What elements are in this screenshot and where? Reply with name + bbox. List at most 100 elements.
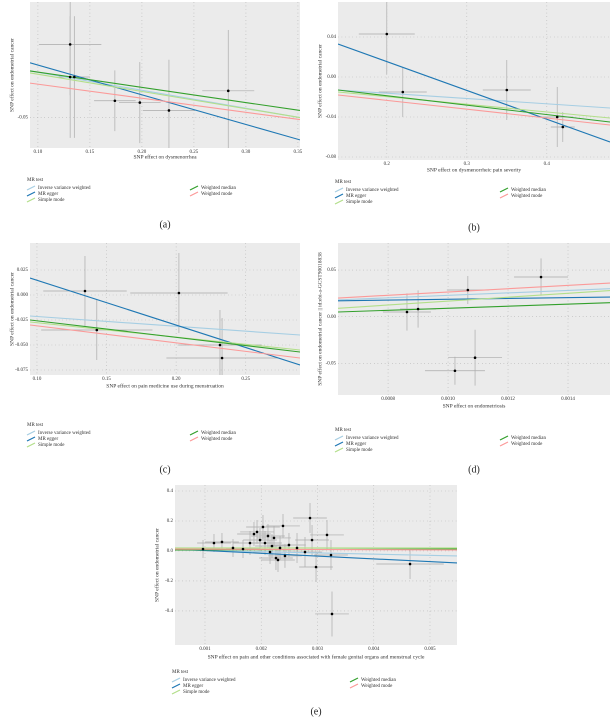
legend-swatch: [26, 436, 36, 442]
x-tick-label: 0.2: [384, 162, 391, 167]
point: [263, 541, 267, 545]
point: [201, 547, 205, 551]
point: [177, 291, 181, 295]
x-axis-label: SNP effect on endometriosis: [443, 402, 506, 409]
legend-label: Weighted mode: [361, 684, 393, 689]
x-tick-label: 0.20: [172, 377, 181, 382]
legend-title: MR test: [172, 670, 189, 675]
mr-line: [338, 89, 610, 109]
plot-area: [338, 258, 610, 386]
legend-label: Weighted median: [511, 188, 547, 193]
y-tick-label: -0.075: [15, 368, 28, 373]
legend-swatch: [334, 435, 344, 441]
legend-swatch: [334, 187, 344, 193]
x-axis-label: SNP effect on pain and other conditions …: [208, 653, 425, 660]
y-tick-label: -0.050: [15, 343, 28, 348]
point: [218, 343, 222, 347]
point: [73, 75, 76, 79]
panel: 0.0008 0.0010 0.0012 0.00140.050.00-0.05SNP…: [316, 243, 610, 475]
x-tick-label: 0.25: [190, 150, 199, 155]
x-tick-label: 0.10: [33, 377, 42, 382]
x-axis-label: SNP effect on dysmenorrhea: [133, 153, 197, 160]
legend-swatch: [499, 193, 509, 199]
x-axis-label: SNP effect on pain medicine use during m…: [106, 382, 224, 389]
legend-label: Inverse variance weighted: [38, 186, 91, 191]
x-tick-label: 0.002: [256, 647, 268, 652]
point: [248, 541, 252, 545]
point: [68, 75, 72, 79]
point: [408, 562, 412, 566]
mr-line: [338, 91, 610, 119]
y-tick-label: 0.2: [167, 519, 174, 524]
y-axis-label: SNP effect on endometrial cancer || id:e…: [316, 252, 323, 386]
plot-background: [30, 2, 300, 148]
panel: 0.10 0.15 0.20 0.25 0.025 0.000 -0.025 -0.050 -0…: [8, 243, 300, 475]
x-tick-label: 0.0008: [381, 397, 395, 402]
y-tick-label: -0.05: [18, 116, 29, 121]
legend-swatch: [499, 435, 509, 441]
legend-swatch: [349, 683, 359, 689]
point: [466, 288, 470, 292]
legend-title: MR test: [27, 178, 44, 183]
legend-swatch: [171, 689, 181, 695]
plot-area: [30, 253, 300, 375]
legend-label: Weighted mode: [201, 192, 233, 197]
point: [314, 565, 318, 569]
mr-line: [30, 324, 300, 359]
legend-swatch: [189, 436, 199, 442]
legend-label: Inverse variance weighted: [38, 431, 91, 436]
x-tick-label: 0.35: [294, 150, 303, 155]
point: [281, 524, 285, 528]
legend-label: Weighted mode: [201, 437, 233, 442]
point: [473, 356, 477, 359]
mr-line: [30, 277, 300, 366]
legend-swatch: [26, 191, 36, 197]
y-tick-label: 0.00: [327, 315, 336, 320]
point: [385, 32, 389, 36]
mr-line: [338, 302, 610, 313]
legend-label: Weighted median: [511, 436, 547, 441]
point: [330, 612, 334, 616]
point: [329, 553, 333, 557]
point: [325, 533, 329, 537]
x-tick-label: 0.30: [242, 150, 251, 155]
legend-label: MR egger: [346, 442, 366, 447]
legend-label: Simple mode: [346, 448, 373, 453]
panel-label: (d): [468, 464, 480, 475]
point: [226, 89, 230, 93]
x-tick-label: 0.004: [368, 647, 380, 652]
point: [270, 544, 274, 548]
legend-label: Inverse variance weighted: [183, 678, 236, 683]
point: [255, 530, 259, 534]
legend-swatch: [334, 447, 344, 453]
y-axis-label: SNP effect on endometrial cancer: [153, 528, 160, 602]
point: [555, 115, 559, 119]
x-tick-label: 0.15: [86, 150, 95, 155]
legend-swatch: [26, 430, 36, 436]
legend-label: Weighted mode: [511, 442, 543, 447]
y-tick-label: 0.4: [167, 489, 174, 494]
legend-label: Inverse variance weighted: [346, 188, 399, 193]
point: [295, 546, 299, 550]
point: [258, 538, 262, 542]
x-tick-label: 0.003: [312, 647, 324, 652]
point: [212, 541, 216, 545]
panel-label: (c): [159, 464, 170, 475]
point: [83, 289, 87, 293]
point: [283, 554, 287, 558]
point: [268, 550, 272, 554]
panel: 0.001 0.002 0.003 0.004 0.005 0.4 0.2 0.0 -0.2 -0…: [153, 485, 457, 717]
mr-line: [338, 290, 610, 309]
point: [505, 88, 509, 92]
y-tick-label: -0.08: [326, 155, 337, 160]
point: [167, 109, 171, 112]
y-tick-label: -0.4: [165, 609, 173, 614]
point: [220, 540, 224, 544]
point: [241, 547, 245, 551]
y-tick-label: 0.000: [17, 293, 29, 298]
point: [308, 516, 312, 520]
point: [278, 546, 282, 550]
mr-line: [338, 43, 610, 143]
plot-area: [338, 2, 610, 147]
